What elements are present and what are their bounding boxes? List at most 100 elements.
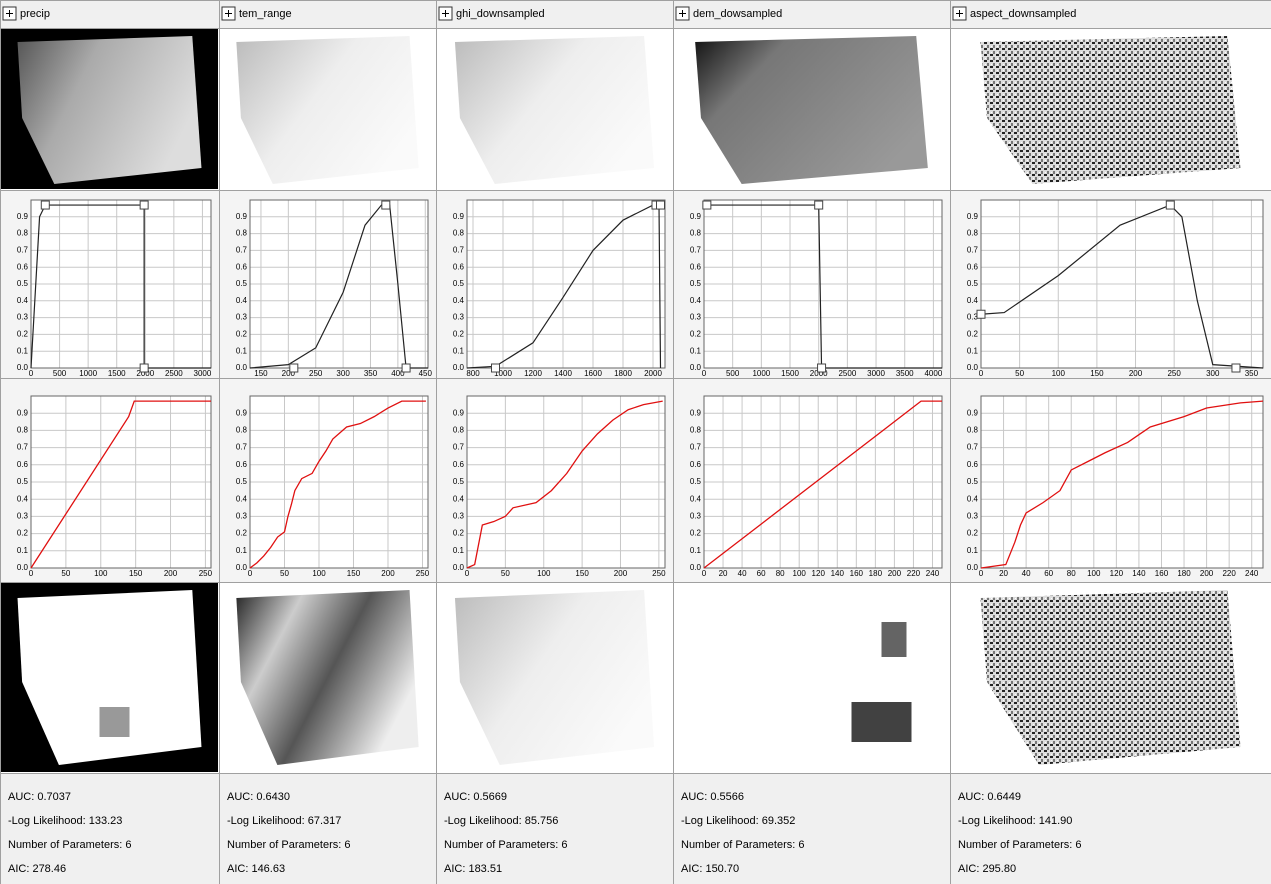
y-tick-label: 0.4 bbox=[17, 494, 29, 503]
y-tick-label: 0.7 bbox=[967, 443, 979, 452]
curve-handle[interactable] bbox=[977, 310, 985, 318]
raster-patch bbox=[100, 707, 130, 737]
curve-handle[interactable] bbox=[815, 201, 823, 209]
raster-image bbox=[455, 36, 654, 184]
y-tick-label: 0.1 bbox=[690, 546, 702, 555]
y-tick-label: 0.2 bbox=[967, 529, 979, 538]
x-tick-label: 50 bbox=[1015, 369, 1024, 378]
x-tick-label: 3500 bbox=[896, 369, 914, 378]
x-tick-label: 120 bbox=[812, 569, 826, 578]
y-tick-label: 0.3 bbox=[690, 313, 702, 322]
y-tick-label: 0.5 bbox=[690, 279, 702, 288]
y-tick-label: 0.2 bbox=[453, 330, 465, 339]
y-tick-label: 0.3 bbox=[453, 313, 465, 322]
x-tick-label: 200 bbox=[1129, 369, 1143, 378]
stat-line: AUC: 0.6430 bbox=[227, 791, 290, 803]
curve-handle[interactable] bbox=[140, 201, 148, 209]
x-tick-label: 0 bbox=[979, 369, 984, 378]
x-tick-label: 3000 bbox=[194, 369, 212, 378]
raster-image bbox=[236, 590, 418, 765]
raster-image bbox=[981, 36, 1241, 184]
y-tick-label: 0.4 bbox=[967, 296, 979, 305]
x-tick-label: 50 bbox=[61, 569, 70, 578]
stat-line: AIC: 278.46 bbox=[8, 863, 66, 875]
x-tick-label: 150 bbox=[254, 369, 268, 378]
curve-handle[interactable] bbox=[290, 364, 298, 372]
x-tick-label: 20 bbox=[999, 569, 1008, 578]
curve-handle[interactable] bbox=[657, 201, 665, 209]
curve-handle[interactable] bbox=[140, 364, 148, 372]
x-tick-label: 100 bbox=[537, 569, 551, 578]
y-tick-label: 0.7 bbox=[236, 443, 248, 452]
x-tick-label: 350 bbox=[1245, 369, 1259, 378]
y-tick-label: 0.1 bbox=[967, 346, 979, 355]
y-tick-label: 0.2 bbox=[17, 330, 29, 339]
curve-handle[interactable] bbox=[402, 364, 410, 372]
x-tick-label: 100 bbox=[1052, 369, 1066, 378]
x-tick-label: 160 bbox=[1155, 569, 1169, 578]
curve-handle[interactable] bbox=[1232, 364, 1240, 372]
y-tick-label: 0.8 bbox=[453, 229, 465, 238]
x-tick-label: 20 bbox=[719, 569, 728, 578]
y-tick-label: 0.1 bbox=[453, 346, 465, 355]
x-tick-label: 1500 bbox=[108, 369, 126, 378]
curve-handle[interactable] bbox=[492, 364, 500, 372]
y-tick-label: 0.5 bbox=[690, 477, 702, 486]
raster-patch bbox=[882, 622, 907, 657]
y-tick-label: 0.6 bbox=[690, 262, 702, 271]
raster-image bbox=[455, 590, 654, 765]
curve-handle[interactable] bbox=[818, 364, 826, 372]
y-tick-label: 0.3 bbox=[236, 512, 248, 521]
y-tick-label: 0.6 bbox=[236, 460, 248, 469]
y-tick-label: 0.9 bbox=[17, 212, 29, 221]
y-tick-label: 0.1 bbox=[236, 546, 248, 555]
y-tick-label: 0.0 bbox=[690, 363, 702, 372]
curve-handle[interactable] bbox=[382, 201, 390, 209]
x-tick-label: 60 bbox=[1044, 569, 1053, 578]
curve-handle[interactable] bbox=[41, 201, 49, 209]
x-tick-label: 1600 bbox=[584, 369, 602, 378]
x-tick-label: 250 bbox=[416, 569, 430, 578]
stat-line: -Log Likelihood: 69.352 bbox=[681, 815, 795, 827]
y-tick-label: 0.8 bbox=[690, 229, 702, 238]
stat-line: -Log Likelihood: 141.90 bbox=[958, 815, 1072, 827]
y-tick-label: 0.1 bbox=[967, 546, 979, 555]
y-tick-label: 0.0 bbox=[967, 363, 979, 372]
y-tick-label: 0.1 bbox=[236, 346, 248, 355]
y-tick-label: 0.9 bbox=[690, 408, 702, 417]
y-tick-label: 0.8 bbox=[453, 426, 465, 435]
x-tick-label: 180 bbox=[869, 569, 883, 578]
y-tick-label: 0.4 bbox=[236, 296, 248, 305]
y-tick-label: 0.6 bbox=[967, 262, 979, 271]
x-tick-label: 300 bbox=[1206, 369, 1220, 378]
raster-image bbox=[236, 36, 418, 184]
y-tick-label: 0.4 bbox=[690, 494, 702, 503]
stat-line: -Log Likelihood: 133.23 bbox=[8, 815, 122, 827]
x-tick-label: 250 bbox=[309, 369, 323, 378]
x-tick-label: 50 bbox=[280, 569, 289, 578]
y-tick-label: 0.9 bbox=[690, 212, 702, 221]
curve-handle[interactable] bbox=[703, 201, 711, 209]
y-tick-label: 0.2 bbox=[967, 330, 979, 339]
y-tick-label: 0.0 bbox=[967, 563, 979, 572]
x-tick-label: 50 bbox=[501, 569, 510, 578]
x-tick-label: 1000 bbox=[752, 369, 770, 378]
x-tick-label: 500 bbox=[726, 369, 740, 378]
x-tick-label: 80 bbox=[776, 569, 785, 578]
stat-line: Number of Parameters: 6 bbox=[227, 839, 351, 851]
y-tick-label: 0.4 bbox=[17, 296, 29, 305]
x-tick-label: 1400 bbox=[554, 369, 572, 378]
y-tick-label: 0.0 bbox=[453, 563, 465, 572]
curve-handle[interactable] bbox=[1166, 201, 1174, 209]
y-tick-label: 0.0 bbox=[17, 563, 29, 572]
x-tick-label: 2000 bbox=[644, 369, 662, 378]
y-tick-label: 0.5 bbox=[236, 279, 248, 288]
y-tick-label: 0.8 bbox=[967, 229, 979, 238]
y-tick-label: 0.4 bbox=[967, 494, 979, 503]
stat-line: AIC: 295.80 bbox=[958, 863, 1016, 875]
stat-line: AIC: 150.70 bbox=[681, 863, 739, 875]
y-tick-label: 0.5 bbox=[17, 279, 29, 288]
x-tick-label: 2500 bbox=[165, 369, 183, 378]
y-tick-label: 0.5 bbox=[453, 279, 465, 288]
y-tick-label: 0.3 bbox=[17, 313, 29, 322]
